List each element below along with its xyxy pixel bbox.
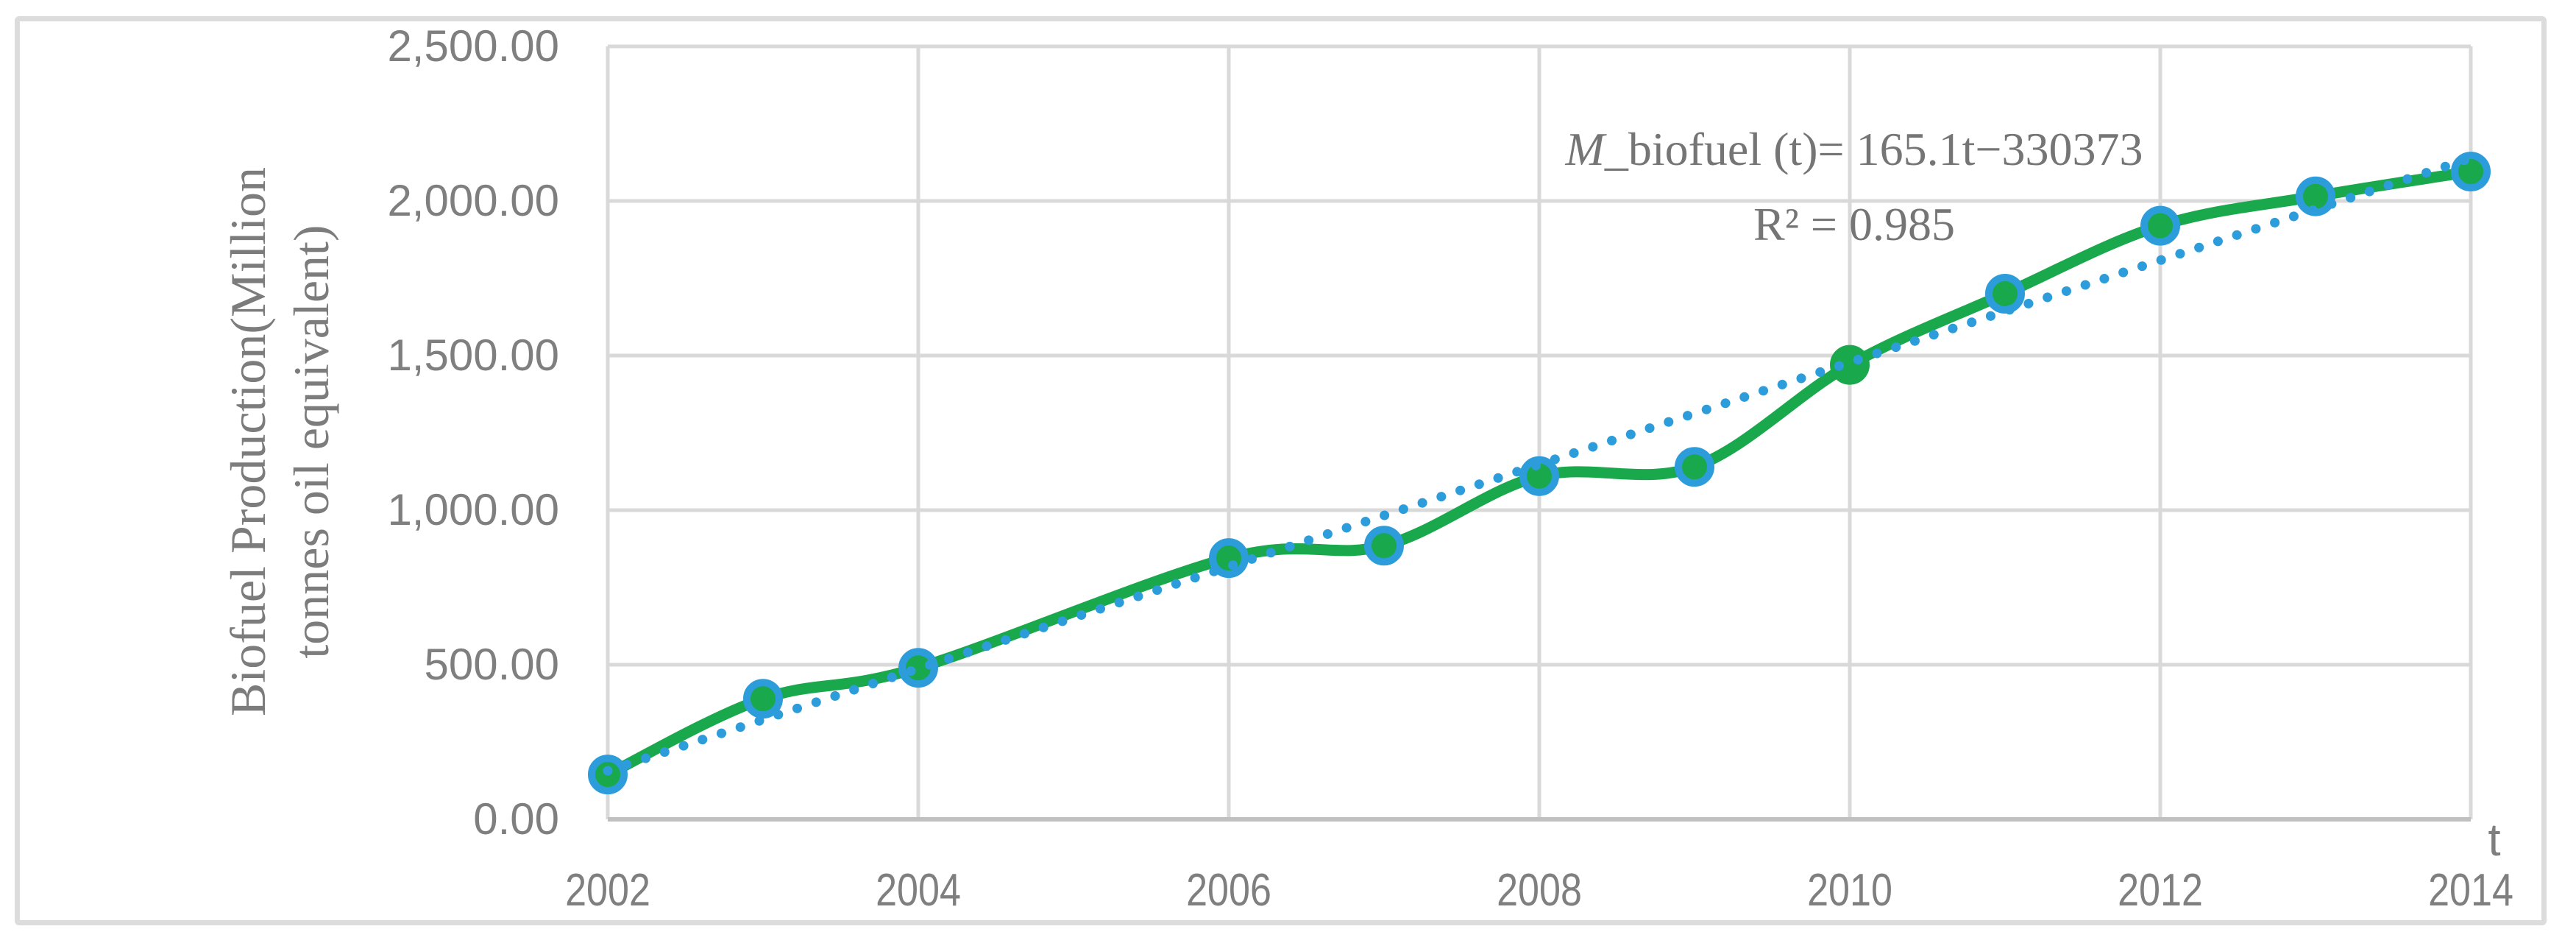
data-point-markers [588,152,2491,795]
x-tick-2014: 2014 [2428,865,2513,916]
dotted-trendline [603,153,2476,776]
x-tick-2002: 2002 [565,865,650,916]
y-tick-2500: 2,500.00 [387,21,559,71]
figure-border [15,16,2547,925]
y-tick-0: 0.00 [473,794,559,844]
x-tick-2008: 2008 [1497,865,1582,916]
x-tick-2010: 2010 [1807,865,1892,916]
y-axis-title: Biofuel Production(Million tonnes oil eq… [216,37,343,847]
trendline-equation: M_biofuel (t)= 165.1t−330373 [1457,112,2252,187]
equation-variable: M [1565,123,1605,175]
y-axis-title-line2: tonnes oil equivalent) [283,225,339,659]
trendline-annotation: M_biofuel (t)= 165.1t−330373 R² = 0.985 [1457,112,2252,262]
y-tick-1500: 1,500.00 [387,331,559,380]
x-tick-2006: 2006 [1186,865,1271,916]
r-squared-value: R² = 0.985 [1753,198,1955,250]
y-axis-title-line1: Biofuel Production(Million [220,166,276,717]
y-tick-1000: 1,000.00 [387,485,559,534]
y-tick-500: 500.00 [424,640,559,689]
x-axis-title: t [2488,815,2501,866]
gridlines [606,44,2473,822]
y-tick-2000: 2,000.00 [387,176,559,225]
x-tick-2004: 2004 [876,865,961,916]
equation-body: _biofuel (t)= 165.1t−330373 [1604,123,2143,175]
x-tick-2012: 2012 [2118,865,2203,916]
